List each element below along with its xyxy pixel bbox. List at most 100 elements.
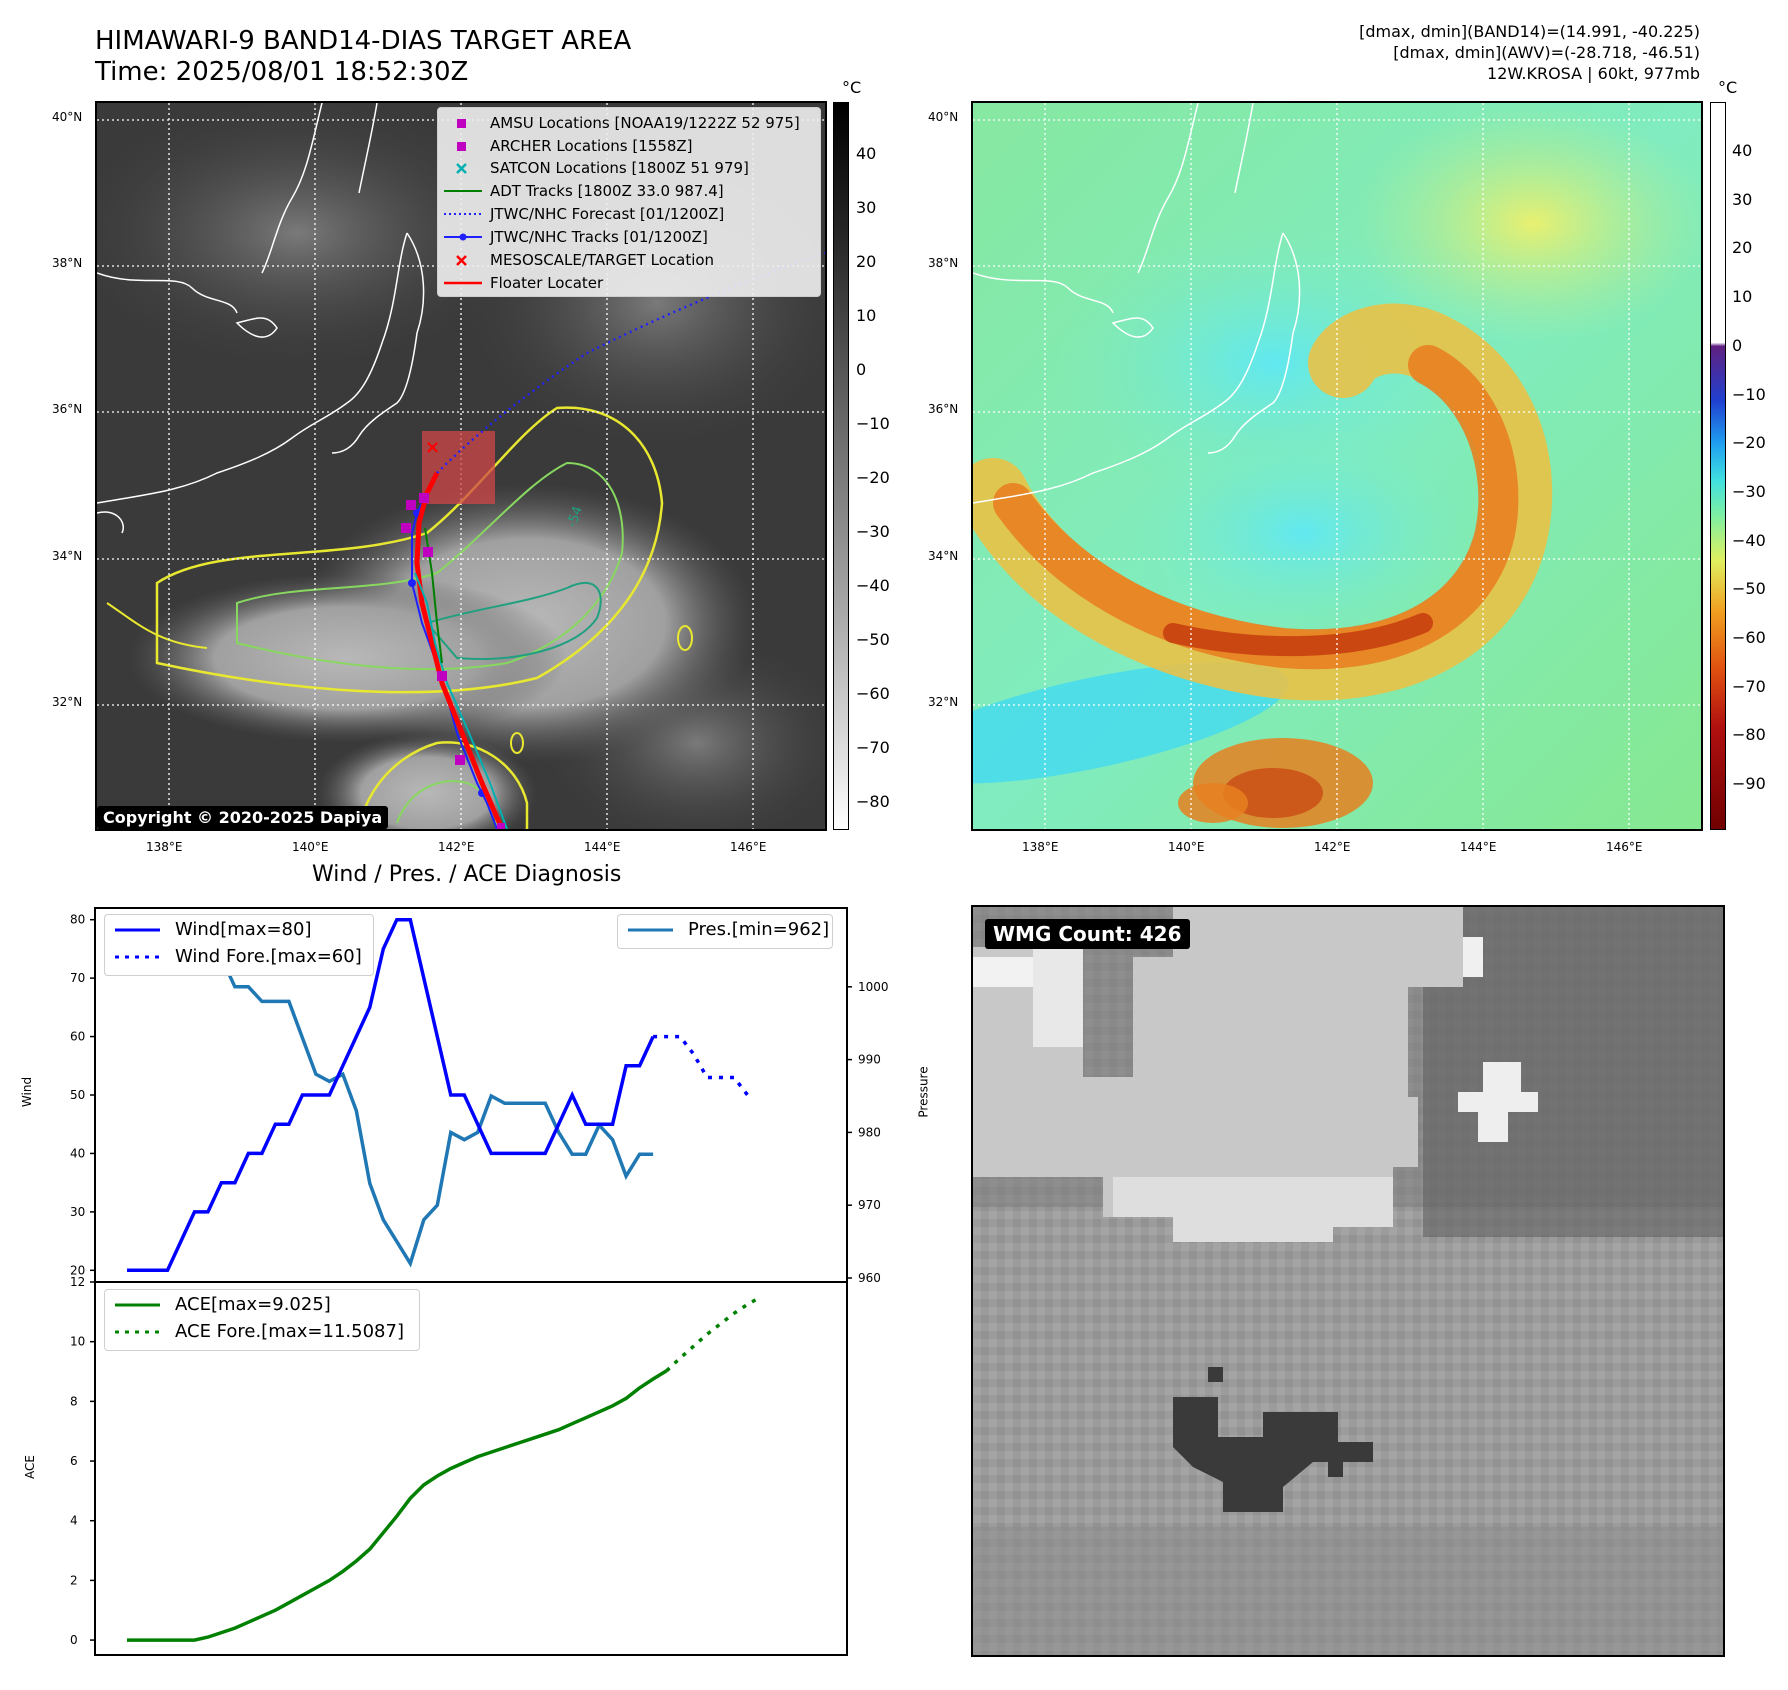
wv-lat-tick-32: 32°N xyxy=(928,695,959,709)
wv-colorbar-tick: −80 xyxy=(1732,725,1766,745)
ir-colorbar-tick: −60 xyxy=(856,684,890,703)
ace-tick-label: 6 xyxy=(70,1454,78,1468)
adt-line-icon xyxy=(444,190,482,192)
ir-colorbar xyxy=(833,102,849,830)
wv-colorbar-tick: 0 xyxy=(1732,335,1743,355)
info-line-2: [dmax, dmin](AWV)=(-28.718, -46.51) xyxy=(1393,43,1700,62)
wv-lon-tick-142: 142°E xyxy=(1314,840,1351,854)
pressure-axis-label: Pressure xyxy=(916,1066,931,1118)
ir-lat-tick-34: 34°N xyxy=(52,549,83,563)
wv-colorbar-tick: −60 xyxy=(1732,628,1766,647)
ir-colorbar-tick: 20 xyxy=(856,252,877,271)
wv-colorbar-tick: 40 xyxy=(1732,141,1753,160)
wv-lat-tick-34: 34°N xyxy=(928,549,959,563)
wv-colorbar-tick: 20 xyxy=(1732,238,1753,258)
wind-tick-label: 30 xyxy=(70,1205,85,1219)
ir-map-legend: AMSU Locations [NOAA19/1222Z 52 975] ARC… xyxy=(437,107,821,297)
ir-lat-tick-40: 40°N xyxy=(52,110,83,124)
ir-lon-tick-146: 146°E xyxy=(730,840,767,854)
wv-colorbar-tick: 10 xyxy=(1732,287,1753,307)
wv-lon-tick-146: 146°E xyxy=(1606,840,1643,854)
wv-lat-tick-36: 36°N xyxy=(928,402,959,416)
legend-item-mesoscale: MESOSCALE/TARGET Location xyxy=(438,250,820,270)
ir-colorbar-tick: −10 xyxy=(856,414,890,433)
ace-legend: ACE[max=9.025] ACE Fore.[max=11.5087] xyxy=(104,1289,420,1351)
wind-tick-label: 40 xyxy=(70,1146,85,1160)
wv-lon-tick-140: 140°E xyxy=(1168,840,1205,854)
ace-tick-label: 8 xyxy=(70,1394,78,1408)
wv-lat-tick-40: 40°N xyxy=(928,110,959,124)
mesoscale-marker-icon xyxy=(456,255,467,266)
legend-item-jtwc-tracks: JTWC/NHC Tracks [01/1200Z] xyxy=(438,227,820,247)
wv-map-panel xyxy=(971,101,1703,831)
ace-axis-label: ACE xyxy=(22,1455,37,1479)
legend-item-jtwc-forecast: JTWC/NHC Forecast [01/1200Z] xyxy=(438,204,820,224)
mesoscale-target-box xyxy=(422,431,495,504)
diagnosis-title: Wind / Pres. / ACE Diagnosis xyxy=(312,862,622,887)
floater-track-line xyxy=(414,471,505,829)
forecast-line-icon xyxy=(444,213,482,215)
pressure-tick-label: 980 xyxy=(858,1125,881,1139)
ir-lon-tick-140: 140°E xyxy=(292,840,329,854)
ir-colorbar-tick: 0 xyxy=(856,360,867,379)
wind-series-line xyxy=(127,917,655,1273)
ir-colorbar-tick: 40 xyxy=(856,144,877,163)
wind-tick-label: 50 xyxy=(70,1088,85,1102)
contour-label: -54 xyxy=(565,504,586,529)
legend-item-floater: Floater Locater xyxy=(438,273,820,293)
wind-tick-label: 80 xyxy=(70,913,85,927)
legend-item-satcon: SATCON Locations [1800Z 51 979] xyxy=(438,158,820,178)
ace-forecast-series-line xyxy=(665,1295,762,1373)
info-line-3: 12W.KROSA | 60kt, 977mb xyxy=(1487,64,1700,83)
wind-axis-label: Wind xyxy=(20,1076,35,1108)
wv-colorbar xyxy=(1710,102,1726,830)
ir-colorbar-tick: −20 xyxy=(856,468,890,487)
wv-colorbar-tick: −70 xyxy=(1732,676,1766,696)
wind-fore-line-icon xyxy=(115,955,160,959)
legend-item-amsu: AMSU Locations [NOAA19/1222Z 52 975] xyxy=(438,113,820,133)
svg-text:×: × xyxy=(425,437,440,458)
ir-colorbar-tick: 30 xyxy=(856,198,877,217)
wv-colorbar-tick: −30 xyxy=(1732,481,1766,501)
ir-lat-tick-32: 32°N xyxy=(52,695,83,709)
track-line-icon xyxy=(444,233,482,241)
ir-lon-tick-138: 138°E xyxy=(146,840,183,854)
wv-lon-tick-144: 144°E xyxy=(1460,840,1497,854)
pressure-line-icon xyxy=(628,928,673,932)
amsu-marker-icon xyxy=(457,119,466,128)
ace-tick-label: 12 xyxy=(70,1275,85,1289)
ace-tick-label: 2 xyxy=(70,1573,78,1587)
ace-tick-label: 4 xyxy=(70,1514,78,1528)
wmg-canvas xyxy=(973,907,1723,1655)
wv-colorbar-tick: −20 xyxy=(1732,433,1766,453)
info-line-1: [dmax, dmin](BAND14)=(14.991, -40.225) xyxy=(1359,22,1700,41)
ace-tick-label: 10 xyxy=(70,1335,85,1349)
wv-lon-tick-138: 138°E xyxy=(1022,840,1059,854)
legend-item-archer: ARCHER Locations [1558Z] xyxy=(438,136,820,156)
wmg-panel: WMG Count: 426 xyxy=(971,905,1725,1657)
ir-colorbar-tick: −70 xyxy=(856,738,890,757)
wmg-count-badge: WMG Count: 426 xyxy=(985,919,1190,949)
wind-forecast-series-line xyxy=(653,1034,749,1097)
ir-map-panel: × -54 Copyright © 2020-2025 Dapiya AMSU … xyxy=(95,101,827,831)
wv-map-canvas xyxy=(973,103,1701,829)
wv-lat-tick-38: 38°N xyxy=(928,256,959,270)
wv-colorbar-tick: 30 xyxy=(1732,189,1753,209)
ace-series-line xyxy=(127,1369,668,1642)
ace-fore-line-icon xyxy=(115,1330,160,1334)
copyright-badge: Copyright © 2020-2025 Dapiya xyxy=(97,806,389,829)
ir-colorbar-tick: 10 xyxy=(856,306,877,325)
floater-line-icon xyxy=(444,281,482,285)
ir-colorbar-tick: −80 xyxy=(856,792,890,811)
ir-lon-tick-144: 144°E xyxy=(584,840,621,854)
pressure-tick-label: 960 xyxy=(858,1271,881,1285)
pressure-tick-label: 1000 xyxy=(858,980,889,994)
ace-line-icon xyxy=(115,1303,160,1307)
wind-legend: Wind[max=80] Wind Fore.[max=60] xyxy=(104,914,374,976)
ir-colorbar-tick: −30 xyxy=(856,522,890,541)
ir-lat-tick-36: 36°N xyxy=(52,402,83,416)
wv-colorbar-tick: −10 xyxy=(1732,384,1766,404)
ir-colorbar-unit: °C xyxy=(842,78,862,97)
pressure-legend: Pres.[min=962] xyxy=(617,914,833,949)
